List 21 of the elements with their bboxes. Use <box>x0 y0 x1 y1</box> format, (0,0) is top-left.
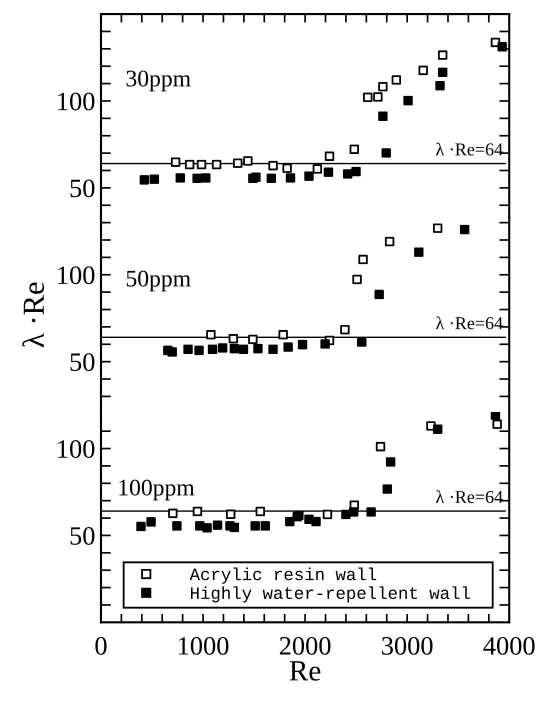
legend-label: Highly water-repellent wall <box>190 586 470 603</box>
y-axis-title: λ ·Re <box>22 282 44 348</box>
x-tick-label: 2000 <box>280 636 330 655</box>
ref-line-label: λ ·Re=64 <box>436 490 503 504</box>
y-tick-label: 100 <box>58 440 94 458</box>
y-tick-label: 50 <box>70 179 94 198</box>
y-tick-label: 100 <box>58 92 94 110</box>
legend-label: Acrylic resin wall <box>190 568 376 584</box>
x-tick-label: 4000 <box>483 636 535 655</box>
x-tick-label: 1000 <box>178 636 228 655</box>
ref-line-label: λ ·Re=64 <box>436 142 503 156</box>
ref-line-label: λ ·Re=64 <box>436 316 503 330</box>
x-tick-label: 3000 <box>382 636 433 655</box>
annotation: 100ppm <box>119 480 194 500</box>
y-tick-label: 100 <box>58 266 94 284</box>
y-tick-label: 50 <box>70 527 94 545</box>
annotation: 30ppm <box>126 70 191 92</box>
x-axis-title: Re <box>290 661 320 681</box>
y-tick-label: 50 <box>70 353 94 372</box>
annotation: 50ppm <box>126 270 191 292</box>
x-tick-label: 0 <box>95 636 107 655</box>
